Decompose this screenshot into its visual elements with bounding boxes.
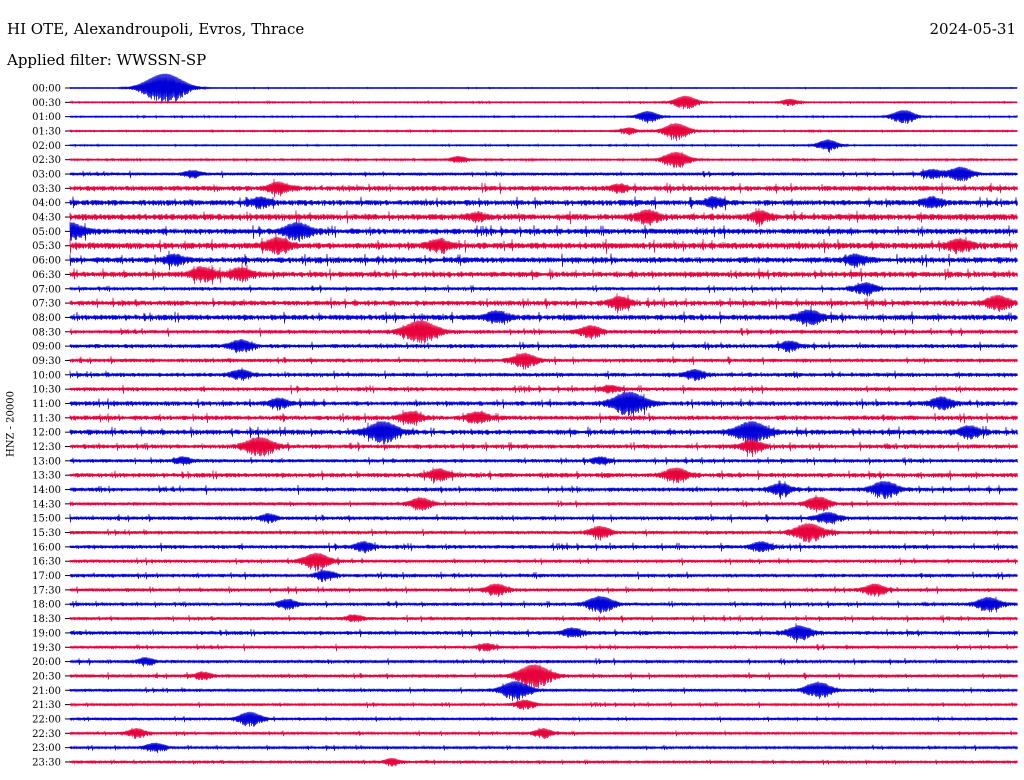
seismic-trace — [69, 467, 1018, 484]
time-tick-label: 15:00 — [32, 514, 61, 525]
time-tick-label: 02:00 — [32, 141, 61, 152]
seismic-trace — [69, 384, 1018, 395]
time-tick-label: 15:30 — [32, 528, 61, 539]
time-tick-label: 03:30 — [32, 184, 61, 195]
time-tick-label: 13:30 — [32, 471, 61, 482]
time-tick-label: 12:00 — [32, 428, 61, 439]
time-tick-label: 16:30 — [32, 557, 61, 568]
time-tick-label: 06:00 — [32, 256, 61, 267]
time-tick-label: 07:00 — [32, 284, 61, 295]
seismic-trace — [69, 664, 1018, 689]
time-tick-label: 05:30 — [32, 241, 61, 252]
time-tick-label: 08:00 — [32, 313, 61, 324]
time-tick-label: 23:30 — [32, 757, 61, 768]
seismic-trace — [69, 391, 1018, 417]
time-tick-label: 04:30 — [32, 213, 61, 224]
time-tick-label: 22:00 — [32, 714, 61, 725]
seismic-trace — [69, 614, 1018, 623]
seismic-trace — [69, 219, 1018, 243]
seismic-trace — [69, 318, 1018, 344]
time-tick-label: 03:00 — [32, 170, 61, 181]
seismic-trace — [69, 195, 1018, 211]
time-tick-label: 09:30 — [32, 356, 61, 367]
time-tick-label: 14:30 — [32, 499, 61, 510]
seismic-trace — [69, 250, 1018, 271]
time-tick-label: 17:00 — [32, 571, 61, 582]
time-tick-label: 19:30 — [32, 643, 61, 654]
seismic-trace — [69, 339, 1018, 354]
seismic-trace — [69, 208, 1018, 227]
time-tick-label: 07:30 — [32, 299, 61, 310]
filter-label: Applied filter: WWSSN-SP — [7, 51, 207, 69]
time-tick-label: 20:30 — [32, 671, 61, 682]
time-tick-label: 18:30 — [32, 614, 61, 625]
seismic-trace — [69, 623, 1018, 643]
time-tick-label: 21:00 — [32, 686, 61, 697]
time-tick-label: 01:00 — [32, 112, 61, 123]
seismic-trace — [69, 409, 1018, 426]
time-tick-label: 01:30 — [32, 127, 61, 138]
time-tick-label: 11:30 — [32, 413, 61, 424]
seismic-trace — [69, 657, 1018, 667]
seismic-trace — [69, 305, 1018, 327]
seismic-trace — [69, 367, 1018, 382]
time-tick-label: 10:30 — [32, 385, 61, 396]
time-tick-label: 18:00 — [32, 600, 61, 611]
time-tick-label: 17:30 — [32, 585, 61, 596]
time-tick-label: 13:00 — [32, 456, 61, 467]
seismic-trace — [69, 178, 1018, 198]
time-tick-label: 02:30 — [32, 155, 61, 166]
seismic-trace — [69, 420, 1018, 446]
time-tick-label: 19:00 — [32, 628, 61, 639]
time-tick-label: 16:00 — [32, 542, 61, 553]
seismic-trace — [69, 281, 1018, 297]
time-tick-label: 05:00 — [32, 227, 61, 238]
seismic-trace — [69, 293, 1018, 314]
time-tick-label: 21:30 — [32, 700, 61, 711]
time-tick-label: 00:30 — [32, 98, 61, 109]
time-tick-label: 20:00 — [32, 657, 61, 668]
time-tick-label: 09:00 — [32, 342, 61, 353]
time-tick-label: 22:30 — [32, 729, 61, 740]
seismic-trace — [69, 233, 1018, 256]
station-title: HI OTE, Alexandroupoli, Evros, Thrace — [7, 20, 305, 38]
time-tick-label: 11:00 — [32, 399, 61, 410]
time-tick-label: 14:00 — [32, 485, 61, 496]
seismic-trace — [69, 568, 1018, 583]
time-tick-label: 06:30 — [32, 270, 61, 281]
time-tick-label: 23:00 — [32, 743, 61, 754]
time-tick-label: 10:00 — [32, 370, 61, 381]
time-tick-label: 00:00 — [32, 84, 61, 95]
time-tick-label: 08:30 — [32, 327, 61, 338]
seismic-trace — [69, 263, 1018, 285]
seismic-trace — [69, 480, 1018, 500]
record-date: 2024-05-31 — [929, 20, 1016, 38]
seismic-trace — [69, 122, 1018, 142]
time-tick-label: 04:00 — [32, 198, 61, 209]
time-tick-label: 12:30 — [32, 442, 61, 453]
seismic-trace — [69, 642, 1018, 652]
